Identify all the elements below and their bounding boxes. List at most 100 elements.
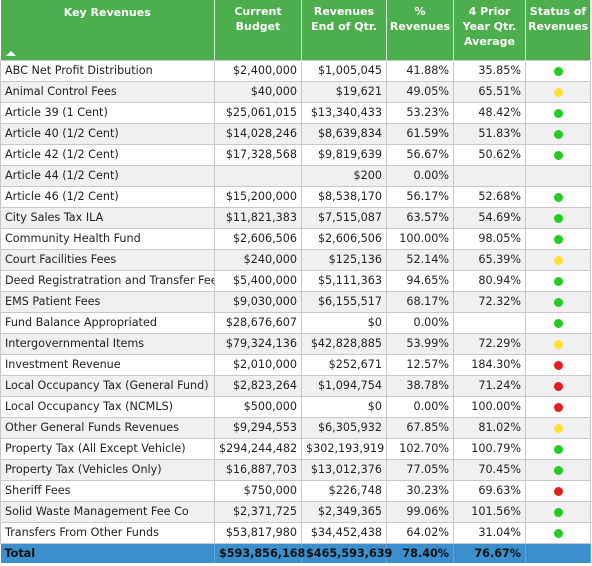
cell-status — [525, 458, 591, 481]
table-row[interactable]: EMS Patient Fees $9,030,000 $6,155,517 68.1… — [0, 290, 591, 313]
cell-status — [525, 416, 591, 439]
cell-status — [525, 479, 591, 502]
cell-prior-year-avg: 100.00% — [453, 395, 526, 418]
table-row[interactable]: Local Occupancy Tax (General Fund) $2,823… — [0, 374, 591, 397]
cell-prior-year-avg — [453, 164, 526, 187]
status-dot-icon — [553, 234, 563, 244]
cell-revenues-end-of-qtr: $2,606,506 — [301, 227, 387, 250]
cell-prior-year-avg: 51.83% — [453, 122, 526, 145]
table-row[interactable]: Deed Registratration and Transfer Fees $5… — [0, 269, 591, 292]
cell-revenue-name: Article 42 (1/2 Cent) — [0, 143, 215, 166]
cell-current-budget: $17,328,568 — [214, 143, 302, 166]
cell-current-budget: $240,000 — [214, 248, 302, 271]
cell-current-budget: $25,061,015 — [214, 101, 302, 124]
table-row[interactable]: Solid Waste Management Fee Co $2,371,725 $… — [0, 500, 591, 523]
cell-revenues-end-of-qtr: $252,671 — [301, 353, 387, 376]
status-dot-icon — [553, 360, 563, 370]
cell-prior-year-avg: 98.05% — [453, 227, 526, 250]
cell-pct-revenues: 77.05% — [386, 458, 454, 481]
cell-current-budget: $5,400,000 — [214, 269, 302, 292]
table-row[interactable]: Article 39 (1 Cent) $25,061,015 $13,340,43… — [0, 101, 591, 124]
status-dot-icon — [553, 444, 563, 454]
status-dot-icon — [553, 486, 563, 496]
cell-current-budget: $2,606,506 — [214, 227, 302, 250]
cell-pct-revenues: 100.00% — [386, 227, 454, 250]
table-row[interactable]: City Sales Tax ILA $11,821,383 $7,515,087 6… — [0, 206, 591, 229]
table-row[interactable]: Court Facilities Fees $240,000 $125,136 52.… — [0, 248, 591, 271]
table-body: ABC Net Profit Distribution $2,400,000 $1,… — [0, 59, 591, 544]
table-row[interactable]: Local Occupancy Tax (NCMLS) $500,000 $0 0.0… — [0, 395, 591, 418]
table-row[interactable]: Community Health Fund $2,606,506 $2,606,50… — [0, 227, 591, 250]
table-row[interactable]: Investment Revenue $2,010,000 $252,671 12.5… — [0, 353, 591, 376]
cell-status — [525, 122, 591, 145]
cell-status — [525, 185, 591, 208]
cell-revenues-end-of-qtr: $7,515,087 — [301, 206, 387, 229]
cell-revenue-name: Fund Balance Appropriated — [0, 311, 215, 334]
table-row[interactable]: Fund Balance Appropriated $28,676,607 $0 0.… — [0, 311, 591, 334]
column-header-prior-year-avg[interactable]: 4 Prior Year Qtr. Average — [453, 0, 526, 60]
table-row[interactable]: Intergovernmental Items $79,324,136 $42,82… — [0, 332, 591, 355]
cell-prior-year-avg: 72.29% — [453, 332, 526, 355]
table-row[interactable]: Property Tax (All Except Vehicle) $294,24… — [0, 437, 591, 460]
cell-prior-year-avg: 80.94% — [453, 269, 526, 292]
column-header-label: 4 Prior Year Qtr. Average — [462, 5, 517, 48]
table-row[interactable]: Transfers From Other Funds $53,817,980 $34… — [0, 521, 591, 544]
table-row[interactable]: Article 44 (1/2 Cent) $200 0.00% — [0, 164, 591, 187]
cell-prior-year-avg: 100.79% — [453, 437, 526, 460]
cell-current-budget: $14,028,246 — [214, 122, 302, 145]
cell-status — [525, 227, 591, 250]
cell-prior-year-avg: 35.85% — [453, 59, 526, 82]
cell-prior-year-avg: 65.39% — [453, 248, 526, 271]
cell-revenues-end-of-qtr: $1,094,754 — [301, 374, 387, 397]
cell-revenue-name: Sheriff Fees — [0, 479, 215, 502]
cell-current-budget: $294,244,482 — [214, 437, 302, 460]
cell-prior-year-avg: 70.45% — [453, 458, 526, 481]
column-header-pct-revenues[interactable]: % Revenues — [386, 0, 454, 60]
cell-current-budget: $2,371,725 — [214, 500, 302, 523]
table-row[interactable]: Property Tax (Vehicles Only) $16,887,703 $… — [0, 458, 591, 481]
cell-revenue-name: EMS Patient Fees — [0, 290, 215, 313]
cell-current-budget: $750,000 — [214, 479, 302, 502]
cell-revenue-name: Local Occupancy Tax (General Fund) — [0, 374, 215, 397]
status-dot-icon — [553, 108, 563, 118]
cell-revenue-name: Transfers From Other Funds — [0, 521, 215, 544]
table-row[interactable]: Article 42 (1/2 Cent) $17,328,568 $9,819,6… — [0, 143, 591, 166]
status-dot-icon — [553, 507, 563, 517]
cell-revenues-end-of-qtr: $9,819,639 — [301, 143, 387, 166]
column-header-status[interactable]: Status of Revenues — [525, 0, 591, 60]
cell-current-budget: $9,030,000 — [214, 290, 302, 313]
cell-status — [525, 311, 591, 334]
sort-ascending-icon[interactable] — [5, 50, 16, 56]
cell-prior-year-avg — [453, 311, 526, 334]
table-row[interactable]: Sheriff Fees $750,000 $226,748 30.23% 69.63% — [0, 479, 591, 502]
cell-status — [525, 80, 591, 103]
cell-pct-revenues: 53.23% — [386, 101, 454, 124]
table-row[interactable]: ABC Net Profit Distribution $2,400,000 $1,… — [0, 59, 591, 82]
cell-prior-year-avg: 69.63% — [453, 479, 526, 502]
column-header-current-budget[interactable]: Current Budget — [214, 0, 302, 60]
cell-revenue-name: Article 46 (1/2 Cent) — [0, 185, 215, 208]
total-pct: 78.40% — [386, 543, 454, 564]
total-revenues: $465,593,639 — [301, 543, 392, 564]
table-row[interactable]: Article 40 (1/2 Cent) $14,028,246 $8,639,8… — [0, 122, 591, 145]
cell-status — [525, 248, 591, 271]
cell-revenues-end-of-qtr: $19,621 — [301, 80, 387, 103]
status-dot-icon — [553, 213, 563, 223]
status-dot-icon — [553, 465, 563, 475]
status-dot-icon — [553, 381, 563, 391]
cell-revenues-end-of-qtr: $5,111,363 — [301, 269, 387, 292]
cell-pct-revenues: 67.85% — [386, 416, 454, 439]
column-header-revenues-end-of-qtr[interactable]: Revenues End of Qtr. — [301, 0, 387, 60]
table-row[interactable]: Animal Control Fees $40,000 $19,621 49.05% 6… — [0, 80, 591, 103]
cell-pct-revenues: 53.99% — [386, 332, 454, 355]
column-header-key-revenues[interactable]: Key Revenues — [0, 0, 215, 60]
cell-prior-year-avg: 101.56% — [453, 500, 526, 523]
status-dot-icon — [553, 255, 563, 265]
cell-status — [525, 164, 591, 187]
table-row[interactable]: Other General Funds Revenues $9,294,553 $6… — [0, 416, 591, 439]
cell-status — [525, 374, 591, 397]
cell-pct-revenues: 52.14% — [386, 248, 454, 271]
cell-current-budget — [214, 164, 302, 187]
cell-revenues-end-of-qtr: $6,305,932 — [301, 416, 387, 439]
table-row[interactable]: Article 46 (1/2 Cent) $15,200,000 $8,538,1… — [0, 185, 591, 208]
